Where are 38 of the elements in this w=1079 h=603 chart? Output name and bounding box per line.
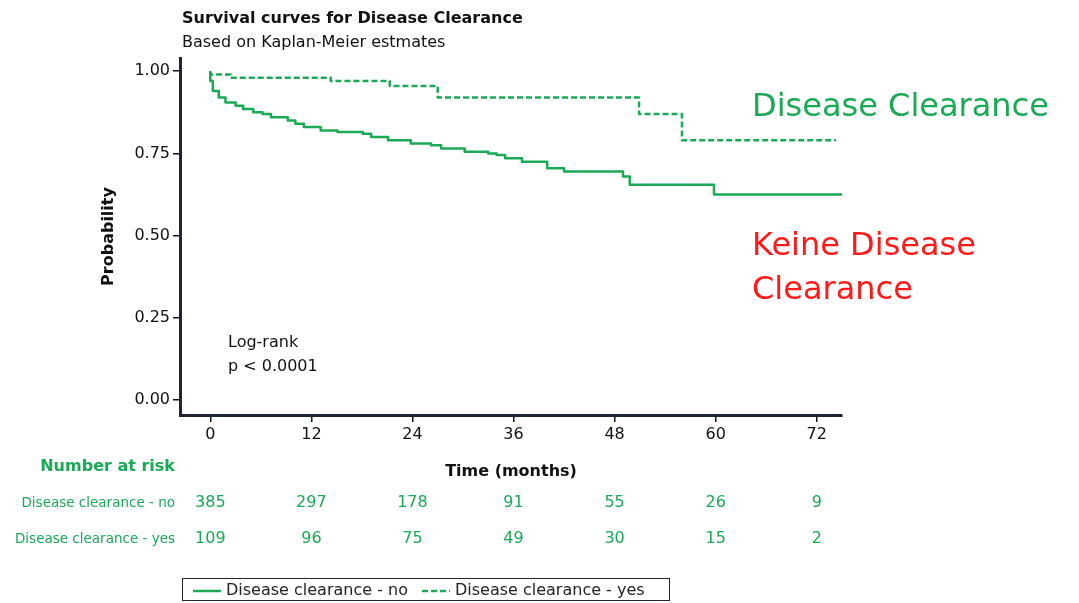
text: Disease clearance - no — [21, 493, 175, 510]
x-tick-label: 36 — [503, 423, 524, 443]
text: 15 — [705, 528, 726, 548]
y-tick-label: 0.75 — [134, 142, 170, 162]
text: 26 — [705, 492, 726, 512]
text: 55 — [604, 492, 625, 512]
x-tick-label: 72 — [806, 423, 827, 443]
x-tick-label: 0 — [205, 423, 216, 443]
annotation: Keine Disease Clearance — [752, 224, 977, 309]
text: 9 — [811, 492, 822, 512]
text: 385 — [195, 492, 226, 512]
text: 2 — [811, 528, 822, 548]
x-axis-title: Time (months) — [445, 460, 577, 480]
y-axis-title: Probability — [97, 186, 117, 286]
chart-title: Survival curves for Disease Clearance — [182, 8, 523, 27]
annotation: Log-rank p < 0.0001 — [228, 331, 318, 377]
text: 96 — [301, 528, 322, 548]
x-tick-label: 12 — [301, 423, 322, 443]
legend-label: Disease clearance - yes — [454, 580, 645, 599]
chart-subtitle: Based on Kaplan-Meier estmates — [182, 32, 446, 51]
x-tick-label: 24 — [402, 423, 423, 443]
text: 91 — [503, 492, 524, 512]
legend-label: Disease clearance - no — [226, 580, 408, 599]
text: 297 — [296, 492, 327, 512]
y-tick-label: 0.50 — [134, 224, 170, 244]
x-tick-label: 60 — [705, 423, 726, 443]
text: 75 — [402, 528, 423, 548]
text: 178 — [397, 492, 428, 512]
y-tick-label: 1.00 — [134, 60, 170, 80]
text: Disease clearance - yes — [14, 529, 175, 546]
text: 49 — [503, 528, 524, 548]
y-tick-label: 0.25 — [134, 307, 170, 327]
y-tick-label: 0.00 — [134, 389, 170, 409]
annotation: Disease Clearance — [752, 86, 1049, 124]
text: 30 — [604, 528, 625, 548]
text: Number at risk — [40, 456, 176, 476]
x-tick-label: 48 — [604, 423, 625, 443]
text: 109 — [195, 528, 226, 548]
